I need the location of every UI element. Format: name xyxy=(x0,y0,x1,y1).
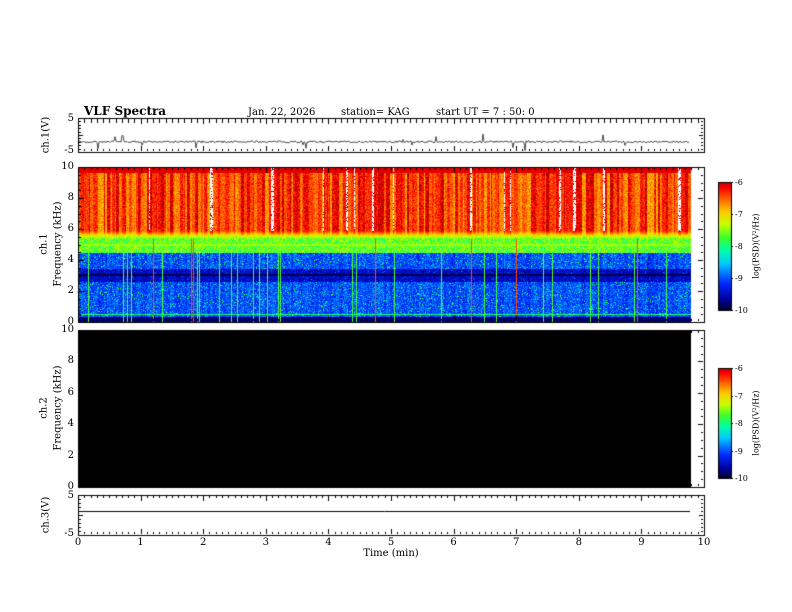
tick-label: 7 xyxy=(513,537,520,548)
tick-label: 6 xyxy=(67,223,74,234)
tick-label: 4 xyxy=(67,254,74,265)
tick-label: 5 xyxy=(67,113,74,124)
tick-label: -6 xyxy=(735,178,743,187)
tick-label: -5 xyxy=(64,528,74,539)
tick-label: 5 xyxy=(387,537,395,548)
tick-label: -8 xyxy=(735,242,743,251)
tick-label: 10 xyxy=(61,161,74,172)
tick-label: -5 xyxy=(64,145,74,156)
tick-label: 4 xyxy=(67,418,74,430)
tick-label: -7 xyxy=(735,210,743,219)
tick-label: -10 xyxy=(735,474,748,483)
tick-label: 3 xyxy=(262,537,269,548)
ch3-strip-axis-label: ch.3(V) xyxy=(40,496,52,534)
tick-label: -7 xyxy=(735,391,743,401)
tick-label: -9 xyxy=(735,274,743,283)
ch1-strip-axis-label: ch.1(V) xyxy=(40,116,52,154)
tick-label: 1 xyxy=(137,537,144,548)
tick-label: -8 xyxy=(735,419,743,428)
tick-label: -10 xyxy=(735,306,748,315)
tick-label: 2 xyxy=(67,285,74,296)
tick-label: -6 xyxy=(735,364,743,373)
tick-label: 6 xyxy=(450,537,457,548)
tick-label: 10 xyxy=(61,324,74,335)
tick-label: 2 xyxy=(67,449,74,461)
date-label: Jan. 22, 2026 xyxy=(248,107,316,118)
start-ut-label: start UT = 7 : 50: 0 xyxy=(436,107,535,118)
tick-label: 8 xyxy=(575,537,582,548)
figure-title: VLF Spectra xyxy=(84,104,167,118)
tick-label: 9 xyxy=(638,537,645,548)
tick-label: 5 xyxy=(67,490,74,501)
tick-label: -9 xyxy=(735,446,743,456)
tick-label: 4 xyxy=(325,537,332,548)
tick-label: 2 xyxy=(200,537,207,548)
tick-label: 0 xyxy=(67,481,74,492)
tick-label: 0 xyxy=(74,537,82,548)
tick-label: 10 xyxy=(697,537,711,548)
ch2-frequency-axis-label: Frequency (kHz) xyxy=(52,365,64,451)
ch1-channel-label: ch.1 xyxy=(38,233,50,255)
ch1-frequency-axis-label: Frequency (kHz) xyxy=(52,201,64,287)
tick-label: 0 xyxy=(67,316,74,327)
tick-label: 6 xyxy=(67,386,74,398)
tick-label: 8 xyxy=(67,192,74,203)
tick-label: 8 xyxy=(67,355,74,367)
x-axis-title: Time (min) xyxy=(363,548,419,559)
ch2-channel-label: ch.2 xyxy=(38,397,50,419)
station-label: station= KAG xyxy=(341,107,410,118)
